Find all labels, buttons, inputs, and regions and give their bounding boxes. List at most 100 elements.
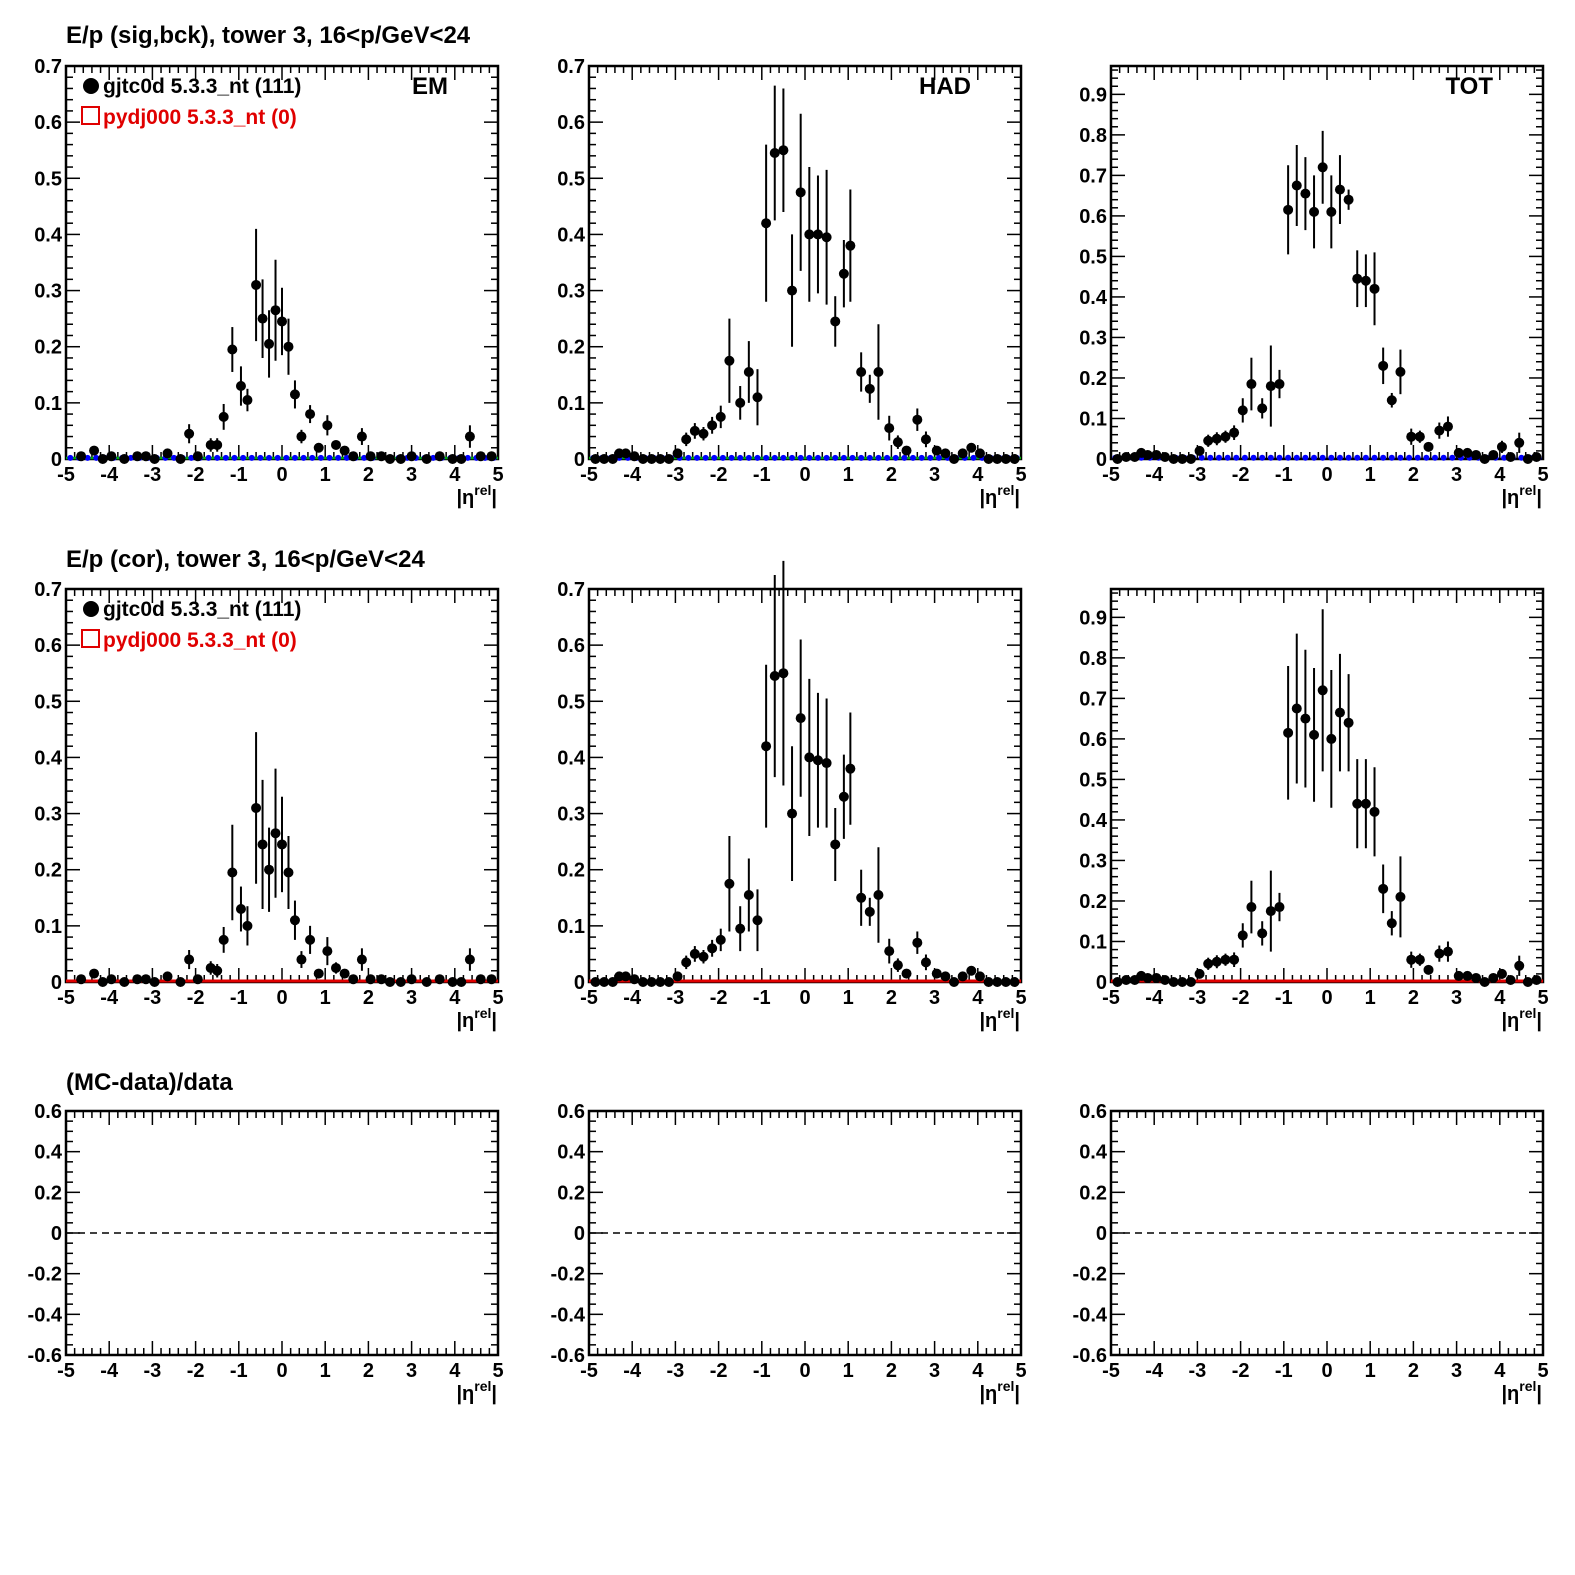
data-point (795, 713, 806, 724)
data-point (365, 451, 376, 462)
y-tick-label: 0.7 (34, 579, 62, 601)
data-point (1257, 403, 1268, 414)
data-point (106, 974, 117, 985)
background-point (910, 454, 916, 461)
background-point (823, 454, 830, 461)
data-point (698, 428, 709, 439)
data-point (1360, 798, 1371, 809)
data-point (1203, 435, 1214, 446)
x-tick-label: 3 (1451, 1360, 1462, 1382)
data-point (743, 366, 754, 377)
data-point (132, 974, 143, 985)
data-point (992, 977, 1003, 987)
y-tick-label: 0 (574, 449, 585, 471)
data-point (838, 791, 849, 802)
data-point (1462, 970, 1473, 981)
data-point (769, 671, 780, 682)
data-point (1142, 449, 1153, 460)
data-point (1151, 449, 1162, 460)
x-axis-title: |ηrel| (456, 1378, 497, 1405)
x-tick-label: 5 (1537, 987, 1548, 1009)
data-point (322, 946, 333, 957)
background-point (806, 454, 813, 461)
background-point (1259, 454, 1266, 461)
background-point (222, 454, 229, 461)
data-point (715, 411, 726, 422)
background-point (291, 454, 298, 461)
x-tick-label: 4 (449, 987, 461, 1009)
x-tick-label: -1 (1275, 1360, 1293, 1382)
data-point (434, 451, 445, 462)
data-point (1488, 972, 1499, 983)
data-point (1414, 954, 1425, 965)
data-point (1434, 425, 1445, 436)
data-point (983, 977, 994, 987)
background-point (266, 454, 273, 461)
legend-marker-data (83, 78, 99, 94)
data-point (1505, 451, 1516, 462)
data-point (599, 454, 610, 464)
data-point (646, 977, 657, 987)
data-point (1112, 977, 1123, 987)
data-point (1246, 902, 1257, 913)
data-point (752, 915, 763, 926)
data-point (1000, 454, 1011, 464)
data-point (940, 448, 951, 459)
panel-r0-c2: -5 -4 -3 -2 -1 0 1 2 3 4 5 0 0.1 0.2 0.3 0.4 0.5 0.6 0.7 0.… (1079, 64, 1549, 509)
data-point (447, 977, 458, 987)
data-point (1334, 184, 1345, 195)
y-tick-label: 0.5 (34, 168, 62, 190)
x-tick-label: 1 (843, 464, 854, 486)
background-point (935, 454, 942, 461)
y-tick-label: 0.4 (557, 1142, 586, 1164)
x-tick-label: -1 (1275, 464, 1293, 486)
background-point (737, 454, 744, 461)
x-tick-label: 3 (929, 987, 940, 1009)
x-axis-title: |ηrel| (1501, 1005, 1542, 1032)
data-point (175, 977, 186, 987)
data-point (264, 864, 275, 875)
panel-r2-c0: -5 -4 -3 -2 -1 0 1 2 3 4 5 -0.6 -0.4 -0.2 0 0.2 0.4 0.6 |η… (28, 1101, 504, 1405)
x-tick-label: 5 (1015, 464, 1026, 486)
x-tick-label: 3 (929, 464, 940, 486)
x-tick-label: 1 (320, 987, 331, 1009)
data-point (830, 316, 841, 327)
data-point (1220, 431, 1231, 442)
data-point (277, 316, 287, 327)
x-tick-label: -5 (580, 1360, 598, 1382)
x-axis-title: |ηrel| (979, 1005, 1020, 1032)
data-point (1009, 454, 1020, 464)
data-point (912, 414, 923, 425)
y-tick-label: 0.4 (34, 747, 63, 769)
data-point (966, 965, 977, 976)
data-point (1360, 275, 1371, 286)
x-tick-label: 4 (972, 464, 984, 486)
data-point (257, 839, 268, 850)
x-tick-label: 1 (843, 1360, 854, 1382)
data-point (638, 454, 648, 464)
y-tick-label: 0.4 (1079, 1142, 1108, 1164)
background-point (1216, 454, 1222, 461)
data-point (106, 451, 117, 462)
data-point (884, 423, 895, 434)
data-point (1423, 964, 1434, 975)
data-point (743, 889, 754, 900)
data-point (1257, 928, 1268, 939)
x-tick-label: 0 (1321, 987, 1332, 1009)
background-point (814, 454, 821, 461)
data-point (264, 338, 275, 349)
y-tick-label: -0.4 (28, 1304, 63, 1326)
data-point (242, 395, 253, 406)
background-point (1362, 454, 1369, 461)
x-tick-label: 2 (886, 1360, 897, 1382)
data-point (590, 454, 601, 464)
x-tick-label: 3 (929, 1360, 940, 1382)
background-point (1250, 454, 1257, 461)
background-point (1449, 454, 1456, 461)
data-point (212, 439, 223, 450)
data-point (235, 904, 246, 915)
column-label: HAD (919, 73, 971, 100)
x-tick-label: 1 (320, 464, 331, 486)
x-tick-label: -3 (1189, 987, 1207, 1009)
